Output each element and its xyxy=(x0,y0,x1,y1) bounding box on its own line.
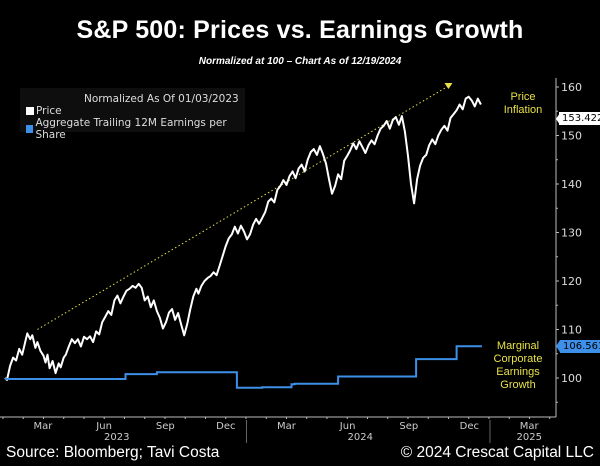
x-tick-label: Mar xyxy=(277,421,297,432)
x-tick-label: Sep xyxy=(156,421,175,432)
annotation-line: Earnings xyxy=(496,366,540,378)
y-tick-label: 150 xyxy=(561,130,582,143)
legend-swatch-earnings xyxy=(26,125,34,133)
x-year-label: 2023 xyxy=(104,432,129,443)
legend-item-price: Price xyxy=(26,105,62,117)
trend-arrow-marker xyxy=(444,83,453,90)
annotation-price-inflation: Price Inflation xyxy=(498,91,548,117)
last-value-tag-earnings: 106.561 xyxy=(560,340,600,353)
trend-annotation xyxy=(37,83,453,330)
price-series-line xyxy=(4,95,482,381)
x-tick-label: Dec xyxy=(460,421,479,432)
x-tick-label: Jun xyxy=(95,421,112,432)
annotation-line: Growth xyxy=(500,379,536,391)
last-value-tag-price: 153.4222 xyxy=(559,112,600,125)
legend-title: Normalized As Of 01/03/2023 xyxy=(84,93,239,105)
earnings-last-value-pointer xyxy=(556,340,560,353)
chart-subtitle: Normalized at 100 – Chart As of 12/19/20… xyxy=(198,56,402,67)
x-tick-label: Mar xyxy=(520,421,540,432)
legend-item-earnings: Aggregate Trailing 12M Earnings per Shar… xyxy=(26,117,245,141)
chart-title: S&P 500: Prices vs. Earnings Growth xyxy=(76,16,524,44)
x-tick-label: Mar xyxy=(33,421,53,432)
annotation-line: Price xyxy=(510,91,536,103)
axes xyxy=(0,78,557,418)
y-tick-label: 160 xyxy=(561,81,582,94)
annotation-line: Corporate xyxy=(493,353,543,365)
annotation-line: Marginal xyxy=(496,340,540,352)
x-year-label: 2024 xyxy=(348,432,373,443)
y-tick-label: 120 xyxy=(561,275,582,288)
legend-swatch-price xyxy=(26,107,34,115)
y-tick-label: 130 xyxy=(561,227,582,240)
x-tick-label: Dec xyxy=(216,421,235,432)
y-tick-label: 140 xyxy=(561,178,582,191)
x-tick-label: Jun xyxy=(339,421,356,432)
source-note: Source: Bloomberg; Tavi Costa xyxy=(6,444,220,461)
annotation-line: Inflation xyxy=(503,104,543,116)
earnings-series-line xyxy=(5,345,482,389)
legend-label-price: Price xyxy=(36,105,62,117)
y-tick-label: 110 xyxy=(561,324,582,337)
series-group xyxy=(4,95,482,389)
ticks: 100 110 120 130 140 150 160 Mar Jun Sep Dec Mar Jun S… xyxy=(2,81,582,443)
annotation-earnings-growth: Marginal Corporate Earnings Growth xyxy=(483,340,553,392)
legend-label-earnings: Aggregate Trailing 12M Earnings per Shar… xyxy=(35,117,227,141)
y-tick-label: 100 xyxy=(561,372,582,385)
x-tick-label: Sep xyxy=(399,421,418,432)
copyright-note: © 2024 Crescat Capital LLC xyxy=(400,444,594,461)
x-year-label: 2025 xyxy=(516,432,541,443)
legend: Normalized As Of 01/03/2023 Price Aggreg… xyxy=(20,88,245,141)
